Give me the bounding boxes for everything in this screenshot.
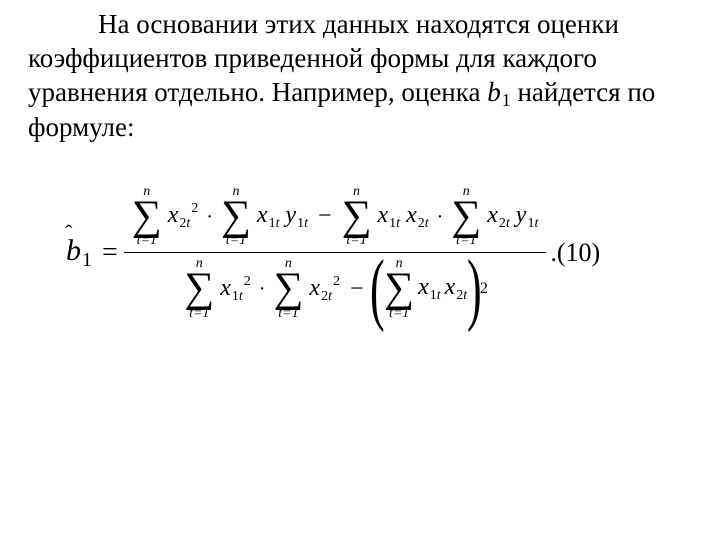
term: x1t [418,274,441,304]
lhs-subscript: 1 [81,249,92,271]
term: x2t2 [168,201,199,232]
rparen: ) [467,261,482,317]
sigma: n∑t=1 [384,257,414,321]
eq-number: 10 [566,238,592,267]
lparen: ( [369,261,384,317]
intro-paragraph: На основании этих данных находятся оценк… [28,8,692,145]
sigma-lower: t=1 [346,234,366,248]
fraction-bar [124,252,547,253]
sigma-symbol: ∑ [132,199,162,235]
sigma: n∑t=1 [342,185,372,249]
sigma-lower: t=1 [389,307,409,321]
sigma-symbol: ∑ [221,199,251,235]
term: x2t [487,202,510,232]
fraction-numerator: n∑t=1x2t2·n∑t=1x1ty1t−n∑t=1x1tx2t·n∑t=1x… [124,183,547,251]
fraction-denominator: n∑t=1x1t2·n∑t=1x2t2−(n∑t=1x1tx2t)2 [176,255,494,323]
squared-sum-group: (n∑t=1x1tx2t)2 [372,257,488,321]
lhs-hat: ˆ [65,220,72,246]
sigma: n∑t=1 [273,257,303,321]
cdot: · [255,279,270,299]
term: y1t [516,202,539,232]
cdot: · [202,207,217,227]
coef-symbol: b [487,77,501,107]
formula-lhs: ˆ b1 [66,234,98,272]
coef-inline: b1 [487,77,517,107]
formula-tail: .(10) [546,238,600,268]
term: x1t [378,202,401,232]
page: На основании этих данных находятся оценк… [0,0,720,540]
minus: − [312,203,338,230]
minus: − [344,276,370,303]
sigma-symbol: ∑ [273,271,303,307]
term: x2t [445,274,468,304]
main-fraction: n∑t=1x2t2·n∑t=1x1ty1t−n∑t=1x1tx2t·n∑t=1x… [124,183,547,323]
sigma-symbol: ∑ [184,271,214,307]
term: x2t [406,202,429,232]
sigma-lower: t=1 [278,307,298,321]
cdot: · [433,207,448,227]
sigma-lower: t=1 [226,234,246,248]
term: x1t [257,202,280,232]
term: x2t2 [309,274,340,305]
coef-subscript: 1 [501,90,511,110]
sigma-lower: t=1 [137,234,157,248]
sigma: n∑t=1 [451,185,481,249]
sigma-symbol: ∑ [384,271,414,307]
sigma: n∑t=1 [221,185,251,249]
term: x1t2 [220,274,251,305]
sigma: n∑t=1 [132,185,162,249]
sigma-symbol: ∑ [451,199,481,235]
sigma-symbol: ∑ [342,199,372,235]
term: y1t [285,202,308,232]
equals-sign: = [98,237,124,269]
formula-block: ˆ b1 = n∑t=1x2t2·n∑t=1x1ty1t−n∑t=1x1tx2t… [28,183,692,323]
sigma: n∑t=1 [184,257,214,321]
sigma-lower: t=1 [189,307,209,321]
